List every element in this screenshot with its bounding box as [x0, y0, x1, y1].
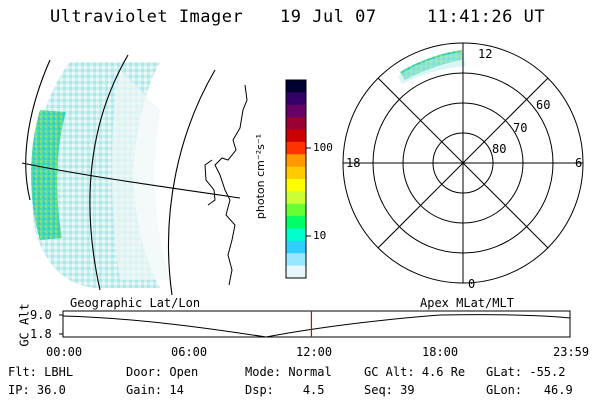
mlt-label-6: 6	[575, 156, 583, 170]
colorbar-swatch	[286, 80, 306, 93]
lat-label-60: 60	[536, 98, 551, 112]
colorbar	[285, 79, 311, 279]
colorbar-swatch	[286, 179, 306, 192]
colorbar-swatch	[286, 203, 306, 217]
timeline-plot	[59, 310, 571, 338]
aurora-disk-fade	[111, 70, 170, 280]
colorbar-swatch	[286, 253, 306, 267]
status-glon: GLon: 46.9	[486, 383, 573, 397]
timeline-tick-0600: 06:00	[171, 345, 208, 359]
grid-line	[167, 69, 216, 295]
mlt-label-18: 18	[346, 156, 361, 170]
status-door: Door: Open	[126, 365, 199, 379]
timeline-tick-1200: 12:00	[296, 345, 333, 359]
timeline-y-max: 9.0	[30, 308, 52, 322]
colorbar-swatch	[286, 117, 306, 130]
colorbar-swatch	[286, 129, 306, 143]
time-label: 11:41:26 UT	[427, 7, 546, 27]
status-gc-alt: GC Alt: 4.6 Re	[364, 365, 466, 379]
colorbar-unit-label: photon cm⁻²s⁻¹	[254, 133, 268, 220]
timeline-y-min: 1.8	[30, 327, 52, 341]
timeline-tick-0000: 00:00	[46, 345, 83, 359]
date-label: 19 Jul 07	[280, 7, 377, 27]
colorbar-swatch	[286, 141, 306, 155]
colorbar-swatch	[286, 216, 306, 229]
lat-label-70: 70	[513, 121, 528, 135]
colorbar-swatch	[286, 240, 306, 254]
grid-line	[21, 162, 241, 199]
timeline-left-title: Geographic Lat/Lon	[70, 296, 201, 310]
timeline-tick-2359: 23:59	[553, 345, 590, 359]
instrument-title: Ultraviolet Imager	[50, 7, 244, 27]
altitude-curve	[62, 314, 571, 338]
timeline-tick-1800: 18:00	[422, 345, 459, 359]
coastline	[204, 159, 216, 206]
polar-plot	[342, 42, 584, 284]
grid-line	[25, 59, 51, 201]
status-flt: Flt: LBHL	[8, 365, 74, 379]
colorbar-swatch	[286, 228, 306, 242]
colorbar-frame	[285, 79, 307, 279]
colorbar-swatch	[286, 191, 306, 205]
colorbar-tick-100: 100	[313, 141, 333, 154]
colorbar-swatch	[286, 166, 306, 180]
colorbar-swatch	[286, 92, 306, 106]
timeline-right-title: Apex MLat/MLT	[420, 296, 514, 310]
aurora-band	[31, 110, 66, 240]
grid-line	[89, 54, 129, 291]
colorbar-tick-10: 10	[313, 229, 327, 242]
coastline	[214, 84, 248, 286]
lat-label-80: 80	[492, 142, 507, 156]
status-ip: IP: 36.0	[8, 383, 66, 397]
colorbar-swatch	[286, 104, 306, 118]
geographic-image	[21, 54, 248, 295]
status-seq: Seq: 39	[364, 383, 415, 397]
status-mode: Mode: Normal	[245, 365, 332, 379]
mlt-label-0: 0	[468, 277, 476, 291]
colorbar-swatch	[286, 265, 306, 279]
status-gain: Gain: 14	[126, 383, 184, 397]
status-dsp: Dsp: 4.5	[245, 383, 325, 397]
colorbar-swatch	[286, 154, 306, 168]
status-glat: GLat: -55.2	[486, 365, 566, 379]
mlt-label-12: 12	[478, 47, 493, 61]
